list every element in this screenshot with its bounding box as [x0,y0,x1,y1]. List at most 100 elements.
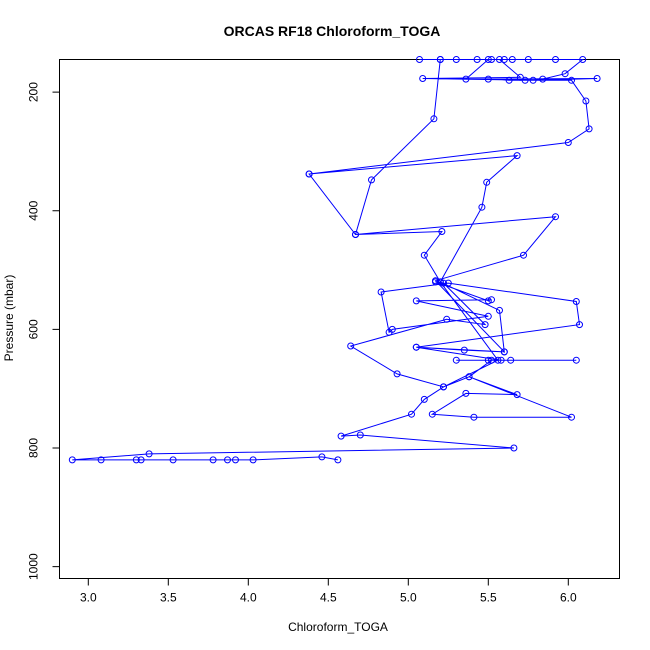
data-point [508,56,516,63]
data-point [481,321,489,329]
data-point [232,456,239,464]
data-point [500,56,508,63]
data-point [388,325,396,333]
y-tick-label: 400 [27,200,41,220]
data-point [552,213,559,221]
data-point [334,456,342,464]
x-tick-label: 5.0 [400,591,417,605]
data-point [462,389,470,397]
series-line [72,59,598,461]
data-point [145,450,153,458]
data-point [524,56,532,63]
data-point [585,125,593,133]
data-point [337,432,345,440]
data-point [561,70,569,78]
data-point [568,76,575,84]
chart-title: ORCAS RF18 Chloroform_TOGA [224,23,441,39]
data-point [438,228,446,235]
data-point [539,75,547,83]
data-point [408,410,415,418]
data-point [572,298,580,305]
data-point [494,356,502,364]
data-point [510,444,518,452]
data-point [97,456,105,464]
data-point [552,56,559,63]
data-point [430,115,438,123]
data-point [484,312,492,320]
data-point [428,410,436,418]
data-point [436,278,444,286]
data-point [368,176,375,184]
data-point [420,251,428,259]
data-point [473,56,481,63]
data-point [465,373,473,381]
data-point [593,75,601,82]
data-point [137,456,145,464]
data-point [488,296,495,304]
data-point [440,383,447,391]
y-tick-label: 600 [27,319,41,339]
data-point [484,356,492,364]
data-point [412,297,420,305]
data-point [377,288,385,296]
data-point [470,413,478,421]
data-point [520,251,527,259]
data-point [568,413,575,421]
data-point [513,391,521,399]
data-point [318,453,326,461]
data-point [443,315,451,323]
data-point [249,456,257,464]
data-point [452,356,460,364]
x-tick-label: 5.5 [480,591,497,605]
data-point [488,56,495,63]
y-tick-label: 800 [27,438,41,458]
data-point [478,203,486,211]
data-point [484,75,492,83]
data-point [516,73,524,81]
data-point [497,356,505,364]
y-axis-label: Pressure (mbar) [2,275,16,362]
data-point [305,170,313,178]
data-point [496,56,503,63]
data-point [564,139,572,146]
data-point [412,343,420,351]
y-tick-label: 1000 [27,553,41,580]
data-point [444,279,452,287]
x-tick-label: 4.0 [240,591,257,605]
data-point [452,56,460,63]
data-point [529,76,537,84]
data-point [68,456,76,464]
data-point [513,152,521,160]
data-point [169,456,177,464]
data-point [500,348,508,356]
data-point [352,231,359,238]
data-point [579,56,587,63]
plot-frame [59,59,620,579]
data-point [507,356,515,364]
data-point [484,56,492,63]
data-point [496,306,503,314]
data-points [68,56,601,464]
data-point [419,75,427,82]
data-point [420,395,428,403]
data-point [416,56,423,63]
data-point [576,321,583,329]
x-tick-label: 3.0 [80,591,97,605]
data-point [505,76,513,84]
data-point [484,297,492,305]
data-point [224,456,231,464]
x-tick-label: 3.5 [160,591,177,605]
data-point [582,97,590,105]
data-point [356,431,364,439]
x-axis: 3.0 3.5 4.0 4.5 5.0 5.5 6.0 [80,578,577,605]
x-tick-label: 6.0 [560,591,577,605]
data-point [209,456,217,464]
y-tick-label: 200 [27,82,41,102]
data-point [460,346,468,354]
data-point [432,277,439,285]
x-axis-label: Chloroform_TOGA [288,620,388,634]
data-point [436,56,444,63]
data-point [440,279,447,287]
data-point [393,370,401,378]
